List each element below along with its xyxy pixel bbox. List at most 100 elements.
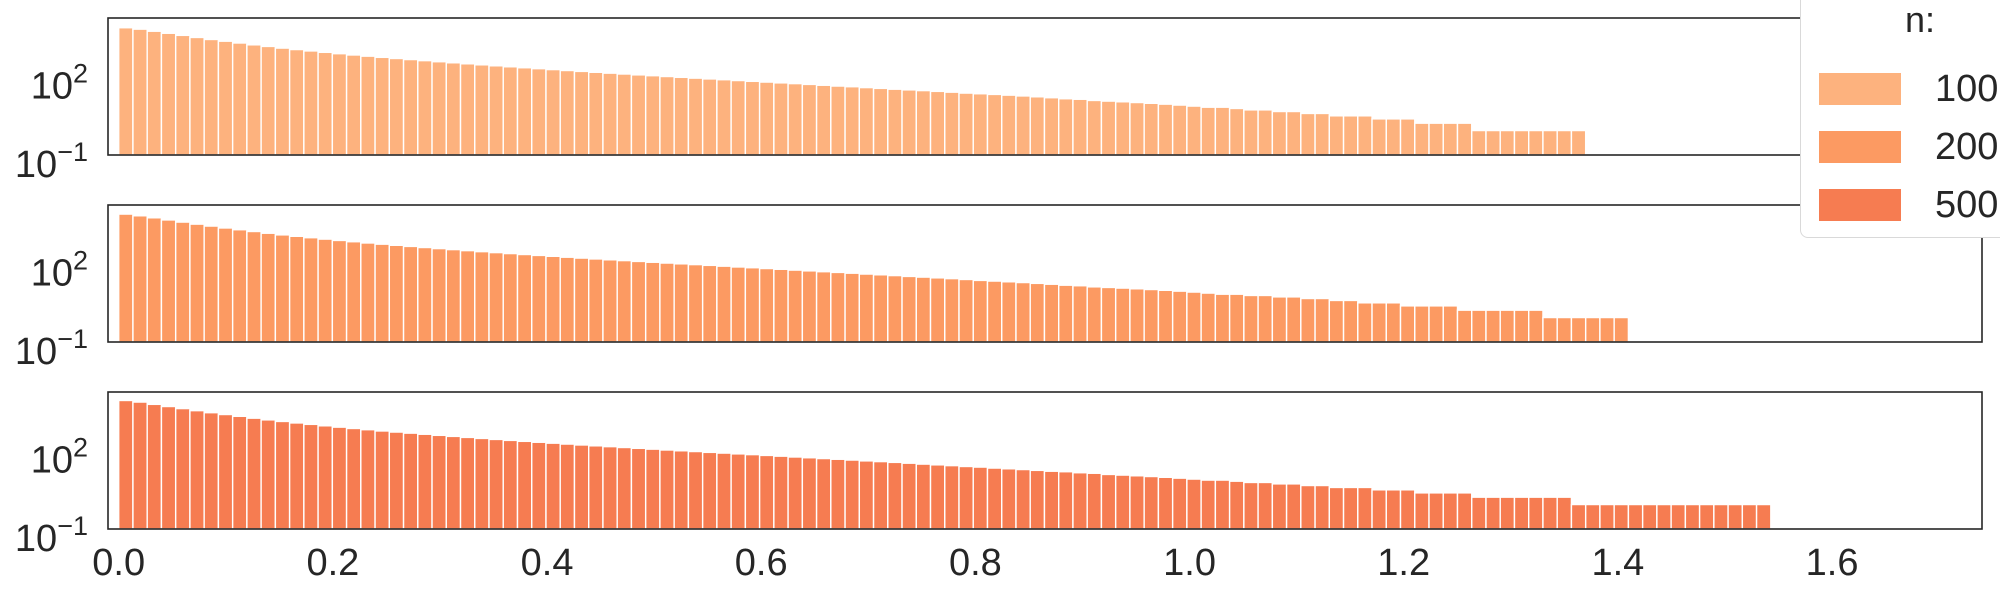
histogram-bar xyxy=(260,419,277,530)
histogram-bar xyxy=(1228,107,1245,156)
histogram-bar xyxy=(1385,118,1402,156)
histogram-bar xyxy=(986,467,1003,530)
histogram-bar xyxy=(217,413,234,530)
histogram-bar xyxy=(545,255,561,343)
histogram-bar xyxy=(502,66,519,156)
histogram-bar xyxy=(1613,316,1630,343)
histogram-bar xyxy=(459,249,476,343)
histogram-bar xyxy=(1684,503,1701,530)
histogram-bar xyxy=(174,34,191,156)
histogram-bar xyxy=(1043,470,1060,530)
histogram-bar xyxy=(1471,309,1487,343)
histogram-bar xyxy=(1001,468,1017,530)
histogram-bar xyxy=(1058,471,1074,530)
histogram-bar xyxy=(1171,477,1188,530)
histogram-bar xyxy=(1328,299,1345,343)
y-tick-label: 10−1 xyxy=(15,137,88,186)
histogram-bar xyxy=(616,73,633,156)
histogram-bar xyxy=(1528,129,1544,156)
histogram-bar xyxy=(118,213,134,343)
histogram-bar xyxy=(1399,489,1416,530)
histogram-bar xyxy=(1570,503,1587,530)
x-tick-label: 1.6 xyxy=(1806,542,1859,584)
histogram-bar xyxy=(602,259,618,343)
histogram-bar xyxy=(1029,469,1046,530)
histogram-bar xyxy=(929,464,946,530)
histogram-bar xyxy=(1471,129,1487,156)
histogram-bar xyxy=(132,215,148,343)
histogram-bar xyxy=(1171,290,1188,343)
histogram-bar xyxy=(174,221,191,343)
histogram-bar xyxy=(231,229,248,343)
histogram-bar xyxy=(1556,129,1573,156)
histogram-bar xyxy=(1243,109,1259,156)
histogram-bar xyxy=(1342,115,1359,156)
histogram-bar xyxy=(1285,296,1302,343)
histogram-bar xyxy=(872,460,889,530)
histogram-bar xyxy=(488,65,504,156)
histogram-bar xyxy=(474,437,490,530)
histogram-bar xyxy=(1058,98,1074,156)
y-tick-label: 102 xyxy=(31,433,88,482)
histogram-bar xyxy=(1485,129,1501,156)
y-tick-exponent: −1 xyxy=(57,137,88,167)
histogram-bar xyxy=(1727,503,1744,530)
histogram-bar xyxy=(402,58,419,156)
histogram-bar xyxy=(1584,316,1601,343)
histogram-bar xyxy=(1186,105,1202,156)
histogram-bar xyxy=(217,40,234,156)
histogram-bar xyxy=(288,422,305,530)
histogram-bar xyxy=(246,230,262,343)
x-tick-label: 0.6 xyxy=(735,542,788,584)
histogram-bar xyxy=(146,217,163,343)
histogram-bar xyxy=(1086,472,1103,530)
histogram-bar xyxy=(701,264,718,343)
histogram-bar xyxy=(787,82,804,156)
x-tick-label: 0.8 xyxy=(949,542,1002,584)
histogram-bar xyxy=(758,454,775,530)
histogram-bar xyxy=(915,89,932,156)
histogram-bar xyxy=(1072,472,1088,530)
histogram-bar xyxy=(1257,294,1274,343)
histogram-bar xyxy=(1371,302,1387,343)
histogram-bar xyxy=(701,78,718,156)
histogram-bar xyxy=(488,251,504,343)
histogram-bar xyxy=(1015,468,1031,530)
legend-item-100: 100 xyxy=(1819,69,2000,109)
histogram-bar xyxy=(830,458,846,530)
histogram-bar xyxy=(559,443,576,530)
histogram-bar xyxy=(858,86,875,156)
histogram-bar xyxy=(872,274,889,343)
histogram-bar xyxy=(915,276,932,343)
histogram-bar xyxy=(687,77,704,156)
y-tick-label: 102 xyxy=(31,59,88,108)
histogram-bar xyxy=(944,464,960,530)
histogram-bar xyxy=(730,453,747,530)
histogram-bar xyxy=(345,54,362,156)
y-tick-exponent: 2 xyxy=(73,59,88,89)
histogram-bar xyxy=(1456,309,1473,343)
histogram-bar xyxy=(573,257,590,343)
histogram-bar xyxy=(887,274,903,343)
histogram-bar xyxy=(260,232,277,343)
histogram-bar xyxy=(616,446,633,530)
histogram-bar xyxy=(303,236,319,343)
histogram-bar xyxy=(844,459,861,530)
histogram-bar xyxy=(958,278,974,343)
histogram-bar xyxy=(1100,100,1117,156)
histogram-bar xyxy=(929,90,946,156)
histogram-bar xyxy=(1428,122,1444,156)
histogram-bar xyxy=(516,253,533,343)
histogram-bar xyxy=(573,70,590,156)
histogram-bar xyxy=(1186,478,1202,530)
histogram-bar xyxy=(1271,483,1288,530)
histogram-bar xyxy=(1627,503,1644,530)
histogram-bar xyxy=(246,417,262,530)
histogram-bar xyxy=(1442,492,1459,530)
histogram-bar xyxy=(644,74,661,156)
x-tick-label: 1.2 xyxy=(1377,542,1430,584)
histogram-bar xyxy=(274,47,291,156)
histogram-bar xyxy=(630,447,647,530)
